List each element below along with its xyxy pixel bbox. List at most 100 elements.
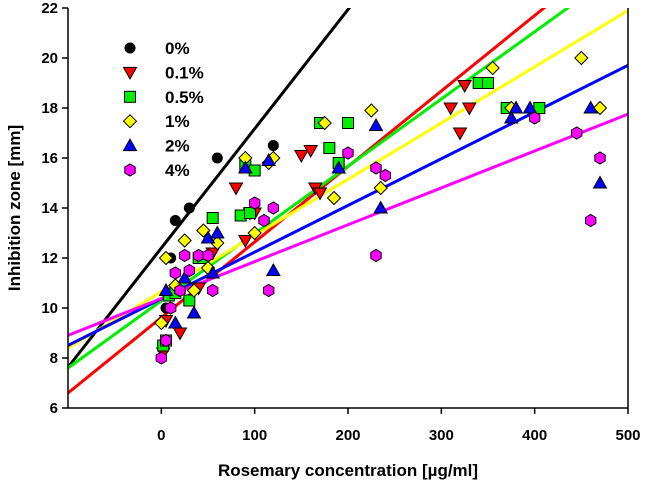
data-point-series-4: [167, 315, 183, 329]
x-tick-label: 100: [242, 427, 267, 444]
y-tick-label: 16: [41, 150, 58, 167]
data-point-series-5: [370, 248, 382, 263]
data-point-series-3: [373, 180, 388, 196]
fit-line-2: [68, 8, 571, 370]
data-point-series-1: [461, 102, 477, 116]
fit-line-5: [68, 112, 628, 337]
x-tick-label: 300: [429, 427, 454, 444]
data-point-series-5: [370, 161, 382, 175]
legend-marker-0: [124, 42, 136, 54]
data-point-series-3: [574, 50, 589, 66]
data-point-series-5: [584, 213, 597, 228]
data-point-series-1: [237, 235, 253, 249]
data-point-series-2: [206, 212, 219, 224]
data-point-series-5: [169, 266, 182, 280]
data-point-series-1: [452, 127, 468, 141]
data-point-series-1: [303, 145, 319, 159]
data-point-series-0: [211, 152, 223, 164]
data-point-series-3: [177, 233, 192, 248]
data-point-series-4: [592, 175, 608, 189]
fit-line-3: [68, 9, 628, 350]
data-point-series-5: [342, 146, 354, 160]
y-axis-label: Inhibition zone [mm]: [5, 125, 24, 291]
data-point-series-5: [267, 201, 280, 215]
y-tick-label: 10: [41, 300, 58, 317]
data-point-series-2: [183, 294, 196, 307]
data-point-series-4: [508, 100, 524, 114]
data-point-series-1: [443, 102, 459, 116]
legend-marker-4: [122, 138, 138, 152]
legend-marker-3: [122, 113, 138, 129]
data-point-series-5: [206, 283, 219, 298]
data-point-series-1: [172, 327, 188, 341]
data-point-series-5: [258, 213, 270, 228]
data-point-series-5: [570, 126, 583, 140]
data-point-series-1: [457, 80, 473, 94]
data-point-series-4: [209, 225, 225, 239]
legend-label-4: 2%: [165, 137, 190, 156]
data-point-series-4: [261, 152, 277, 166]
data-point-series-4: [177, 270, 193, 284]
data-point-series-2: [342, 117, 354, 129]
data-point-series-1: [293, 150, 309, 164]
data-point-series-4: [331, 160, 347, 174]
y-tick-label: 8: [50, 350, 58, 367]
data-point-series-2: [244, 207, 256, 219]
legend-marker-1: [122, 66, 138, 80]
data-point-series-5: [248, 196, 261, 210]
legend-marker-2: [124, 90, 136, 103]
data-point-series-5: [155, 351, 168, 365]
data-point-series-3: [247, 225, 262, 241]
y-tick-label: 14: [41, 200, 58, 217]
data-point-series-4: [583, 100, 599, 114]
data-point-series-5: [183, 263, 196, 278]
legend-label-1: 0.1%: [165, 63, 204, 82]
data-point-series-4: [368, 117, 384, 131]
data-point-series-4: [503, 110, 519, 124]
data-point-series-0: [183, 202, 195, 214]
data-point-series-3: [326, 190, 342, 206]
x-tick-label: 500: [615, 427, 640, 444]
data-point-series-3: [485, 60, 500, 76]
legend-marker-5: [124, 163, 136, 177]
data-point-series-5: [160, 333, 172, 348]
x-tick-label: 400: [522, 427, 547, 444]
y-tick-label: 12: [41, 250, 58, 267]
data-point-series-5: [164, 301, 177, 315]
data-point-series-0: [169, 215, 181, 226]
legend-label-5: 4%: [165, 161, 190, 180]
data-point-series-5: [528, 111, 541, 125]
data-point-series-3: [186, 283, 202, 298]
data-point-series-4: [158, 282, 174, 296]
legend-label-0: 0%: [165, 39, 190, 58]
data-point-series-5: [262, 283, 275, 298]
data-point-series-5: [174, 283, 186, 298]
data-point-series-4: [265, 262, 281, 276]
legend-label-2: 0.5%: [165, 88, 204, 107]
legend-label-3: 1%: [165, 112, 190, 131]
data-point-series-1: [312, 187, 328, 201]
data-point-series-2: [482, 77, 494, 89]
data-point-series-2: [323, 142, 336, 154]
y-tick-label: 22: [41, 0, 58, 17]
data-point-series-4: [237, 160, 253, 174]
data-point-series-5: [379, 168, 392, 183]
data-point-series-4: [522, 100, 538, 114]
data-point-series-1: [228, 182, 244, 196]
data-point-series-3: [154, 315, 169, 331]
data-point-series-5: [178, 248, 191, 263]
data-point-series-3: [317, 115, 332, 131]
fit-line-1: [68, 8, 547, 395]
y-tick-label: 18: [41, 100, 58, 117]
y-tick-label: 6: [50, 400, 58, 417]
data-point-series-0: [267, 140, 279, 151]
data-point-series-4: [205, 265, 221, 279]
data-point-series-3: [364, 103, 379, 118]
y-tick-label: 20: [41, 50, 58, 67]
data-point-series-5: [202, 248, 214, 263]
data-point-series-5: [594, 151, 606, 165]
data-point-series-4: [186, 305, 202, 319]
data-point-series-4: [373, 200, 389, 214]
x-tick-label: 200: [335, 427, 360, 444]
